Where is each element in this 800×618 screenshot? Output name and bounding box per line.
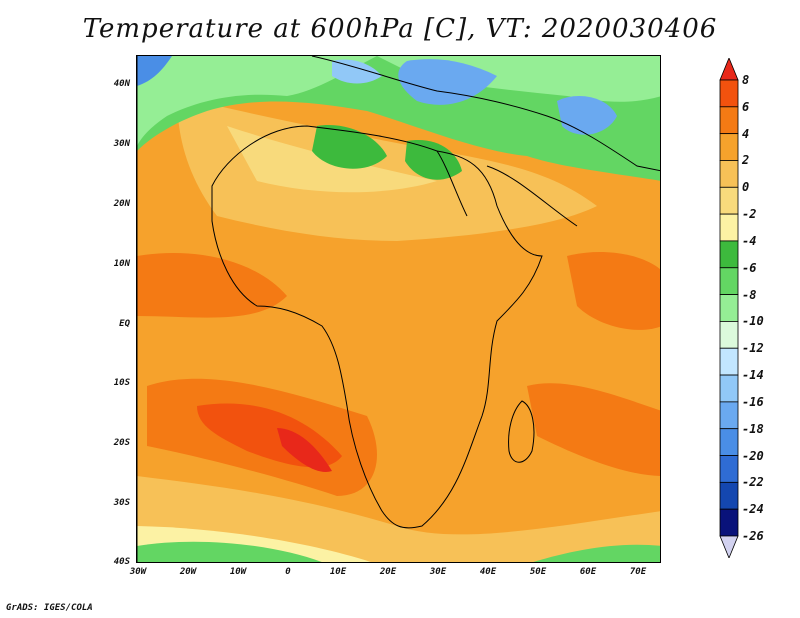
coastline-outline	[211, 56, 660, 529]
lat-label-20s: 20S	[113, 438, 130, 448]
colorbar-segment	[719, 455, 739, 483]
map-panel	[136, 55, 661, 563]
colorbar-level-label: -18	[742, 421, 764, 436]
lat-label-10s: 10S	[113, 378, 130, 388]
colorbar-segment	[719, 428, 739, 456]
colorbar-segment	[719, 508, 739, 537]
footer-credit: GrADS: IGES/COLA	[6, 603, 93, 613]
lat-label-eq: EQ	[119, 319, 130, 329]
lon-label-60e: 60E	[579, 567, 597, 577]
colorbar-level-label: -8	[742, 287, 757, 302]
lat-label-40s: 40S	[113, 557, 130, 567]
colorbar-level-label: -6	[742, 260, 757, 275]
lat-label-40n: 40N	[113, 79, 130, 89]
colorbar-level-label: -22	[742, 475, 764, 490]
lat-label-10n: 10N	[113, 259, 130, 269]
lat-label-20n: 20N	[113, 199, 130, 209]
colorbar-segment	[719, 186, 739, 215]
lat-label-30n: 30N	[113, 139, 130, 149]
colorbar-level-label: -26	[742, 529, 764, 543]
colorbar-segment	[719, 79, 739, 108]
lon-label-10w: 10W	[229, 567, 247, 577]
colorbar-segment	[719, 294, 739, 322]
colorbar-level-label: 8	[742, 73, 750, 87]
colorbar-level-label: -14	[742, 368, 764, 383]
colorbar-level-label: 2	[742, 153, 750, 168]
colorbar-level-label: -24	[742, 502, 764, 517]
colorbar-segment	[719, 240, 739, 269]
colorbar-level-label: -20	[742, 448, 764, 463]
colorbar-segment	[719, 133, 739, 161]
lon-label-20e: 20E	[379, 567, 397, 577]
map-title: Temperature at 600hPa [C], VT: 202003040…	[82, 14, 718, 44]
lon-label-70e: 70E	[629, 567, 647, 577]
colorbar-segment	[719, 535, 739, 558]
colorbar-segment	[719, 321, 739, 349]
colorbar	[719, 58, 739, 558]
lon-label-0: 0	[285, 567, 291, 577]
colorbar-segment	[719, 401, 739, 430]
colorbar-level-label: -4	[742, 233, 757, 248]
colorbar-level-label: -12	[742, 341, 764, 356]
colorbar-level-label: -16	[742, 394, 764, 409]
colorbar-level-label: 6	[742, 99, 750, 114]
colorbar-level-label: 4	[742, 126, 750, 141]
lon-label-30e: 30E	[429, 567, 447, 577]
lat-label-30s: 30S	[113, 498, 130, 508]
colorbar-segment	[719, 347, 739, 376]
colorbar-segment	[719, 106, 739, 135]
colorbar-segment	[719, 267, 739, 295]
lon-label-40e: 40E	[479, 567, 497, 577]
colorbar-segment	[719, 213, 739, 242]
colorbar-segment	[719, 481, 739, 510]
colorbar-segment	[719, 160, 739, 188]
temperature-field	[137, 56, 660, 562]
colorbar-level-label: -10	[742, 314, 764, 329]
lon-label-30w: 30W	[129, 567, 147, 577]
colorbar-level-label: 0	[742, 180, 750, 195]
lon-label-20w: 20W	[179, 567, 197, 577]
lon-label-10e: 10E	[329, 567, 347, 577]
colorbar-level-label: -2	[742, 207, 757, 222]
colorbar-segment	[719, 58, 739, 81]
colorbar-segment	[719, 374, 739, 403]
lon-label-50e: 50E	[529, 567, 547, 577]
